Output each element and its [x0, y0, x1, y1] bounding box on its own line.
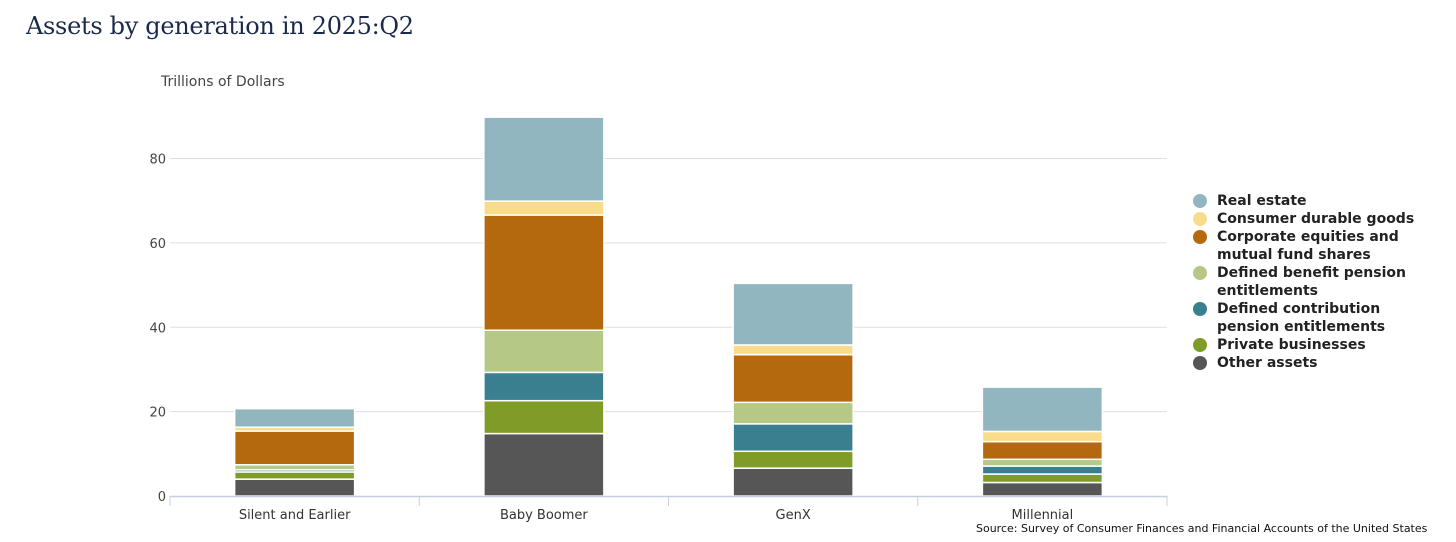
bar-segment[interactable]	[233, 430, 356, 466]
chart-title: Assets by generation in 2025:Q2	[26, 12, 414, 40]
bar-segment[interactable]	[483, 214, 605, 331]
legend-label: Corporate equities and mutual fund shares	[1217, 229, 1399, 263]
legend-label: Real estate	[1217, 193, 1307, 209]
legend-item[interactable]: Other assets	[1193, 354, 1456, 372]
x-axis: Silent and Earlier Baby Boomer GenX Millenn…	[169, 495, 1168, 523]
legend-item[interactable]: Consumer durable goods	[1193, 210, 1456, 228]
legend-swatch	[1193, 266, 1207, 280]
bar-segment[interactable]	[732, 344, 854, 356]
legend-label: Defined benefit pension entitlements	[1217, 265, 1406, 299]
legend-item[interactable]: Defined benefit pension entitlements	[1193, 264, 1456, 300]
bar-segment[interactable]	[732, 450, 854, 469]
y-axis-ticks: 0 20 40 60 80	[149, 153, 166, 506]
legend-swatch	[1193, 302, 1207, 316]
legend-item[interactable]: Defined contribution pension entitlements	[1193, 300, 1456, 336]
bar-segment[interactable]	[732, 282, 854, 346]
bar-segment[interactable]	[483, 200, 605, 216]
bars	[233, 116, 1104, 497]
legend-swatch	[1193, 212, 1207, 226]
x-tick-label: Millennial	[1012, 508, 1074, 523]
bar-segment[interactable]	[981, 465, 1104, 475]
bar-segment[interactable]	[483, 329, 605, 374]
y-axis-title: Trillions of Dollars	[160, 74, 285, 90]
legend-swatch	[1193, 230, 1207, 244]
bar-segment[interactable]	[732, 401, 854, 425]
x-tick-label: Silent and Earlier	[239, 508, 351, 523]
y-tick-label: 40	[149, 321, 166, 336]
legend-item[interactable]: Private businesses	[1193, 336, 1456, 354]
bar-segment[interactable]	[981, 386, 1104, 433]
bar-segment[interactable]	[483, 371, 605, 402]
legend-item[interactable]: Real estate	[1193, 192, 1456, 210]
y-tick-label: 80	[149, 153, 166, 168]
source-note: Source: Survey of Consumer Finances and …	[976, 522, 1428, 535]
bar-segment[interactable]	[981, 430, 1104, 443]
legend-swatch	[1193, 194, 1207, 208]
y-tick-label: 20	[149, 406, 166, 421]
bar-segment[interactable]	[233, 407, 356, 428]
x-tick-label: GenX	[776, 508, 811, 523]
legend-item[interactable]: Corporate equities and mutual fund shares	[1193, 228, 1456, 264]
legend-swatch	[1193, 356, 1207, 370]
bar-segment[interactable]	[732, 467, 854, 497]
bar-segment[interactable]	[732, 353, 854, 404]
bar-segment[interactable]	[233, 464, 356, 471]
bar-segment[interactable]	[981, 473, 1104, 484]
bar-segment[interactable]	[483, 116, 605, 202]
bar-segment[interactable]	[732, 423, 854, 453]
legend-label: Other assets	[1217, 355, 1318, 371]
y-tick-label: 60	[149, 237, 166, 252]
legend-swatch	[1193, 338, 1207, 352]
bar-segment[interactable]	[233, 471, 356, 480]
bar-segment[interactable]	[981, 440, 1104, 461]
bar-segment[interactable]	[233, 478, 356, 497]
legend-label: Consumer durable goods	[1217, 211, 1415, 227]
y-tick-label: 0	[158, 490, 166, 505]
bar-segment[interactable]	[483, 399, 605, 435]
bar-segment[interactable]	[981, 458, 1104, 467]
legend: Real estate Consumer durable goods Corpora…	[1193, 192, 1456, 372]
gridlines	[170, 158, 1167, 413]
legend-label: Defined contribution pension entitlements	[1217, 301, 1386, 335]
legend-label: Private businesses	[1217, 337, 1366, 353]
x-tick-label: Baby Boomer	[500, 508, 588, 523]
bar-segment[interactable]	[483, 432, 605, 497]
bar-segment[interactable]	[981, 481, 1104, 497]
